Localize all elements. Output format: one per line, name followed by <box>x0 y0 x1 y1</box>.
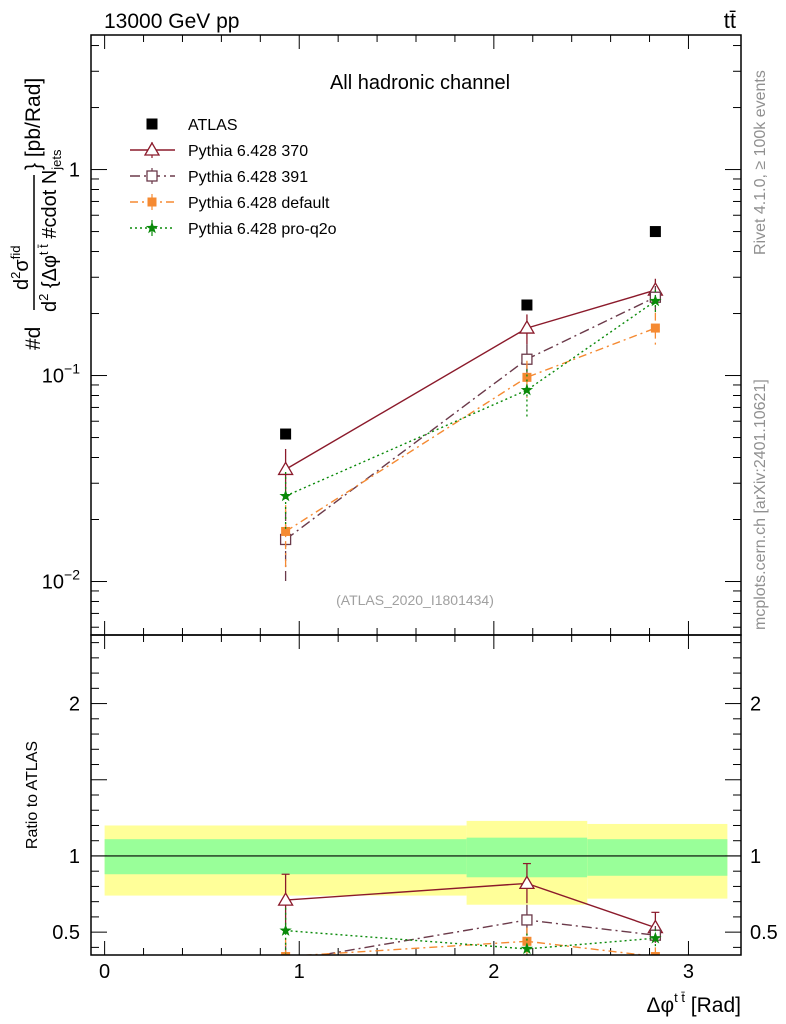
point-proq2o <box>279 489 292 502</box>
x-tick-label: 2 <box>488 961 499 983</box>
legend-label-p391: Pythia 6.428 391 <box>188 169 308 186</box>
main-y-tick-labels: 110−110−2 <box>42 160 80 594</box>
series-line-p370 <box>285 289 656 471</box>
legend-marker-p391 <box>146 170 158 182</box>
ylabel-num-exp: 2 <box>8 272 23 279</box>
ylabel-den-tail: #cdot N <box>39 170 61 244</box>
ratio-y-tick-label-right: 1 <box>750 846 761 868</box>
tick-base: 1 <box>69 160 80 182</box>
ratio-point-proq2o <box>279 924 292 936</box>
ratio-y-tick-label: 0.5 <box>52 922 80 944</box>
point-proq2o <box>649 294 662 307</box>
xlabel-sup: t t̄ <box>674 990 685 1005</box>
ratio-tick-labels: 0.5 0.5 1 1 2 2 0 1 2 3 <box>52 694 778 983</box>
ylabel-den-sup: t t̄ <box>36 244 51 255</box>
ylabel-num-sigma: σ <box>11 259 33 272</box>
ratio-point-p391 <box>521 914 533 926</box>
ratio-panel: 0.5 0.5 1 1 2 2 0 1 2 3 Ratio to ATLAS Δφt t̄ [Ra… <box>24 634 778 1017</box>
ratio-point-p391 <box>281 956 291 966</box>
point-proq2o <box>520 383 534 396</box>
legend-label-atlas: ATLAS <box>188 117 238 134</box>
mcplots-label: mcplots.cern.ch [arXiv:2401.10621] <box>752 379 769 630</box>
ylabel-den-sub: jets <box>49 149 64 171</box>
legend-label-proq2o: Pythia 6.428 pro-q2o <box>188 221 337 238</box>
ylabel-den-d: d <box>39 301 61 312</box>
legend-marker-proq2o <box>145 221 159 234</box>
ratio-point-p370 <box>518 875 536 890</box>
x-tick-label: 1 <box>294 961 305 983</box>
main-y-tick-label: 10−1 <box>42 361 80 388</box>
xlabel-base: Δφ <box>646 994 674 1017</box>
main-ticks <box>91 35 741 635</box>
ylabel-num-sub: fid <box>8 246 23 260</box>
ratio-y-axis-label: Ratio to ATLAS <box>24 741 41 849</box>
ratio-point-p370 <box>277 891 294 906</box>
main-title: All hadronic channel <box>330 72 510 94</box>
ratio-y-tick-label: 2 <box>69 694 80 716</box>
ratio-ticks <box>91 635 741 955</box>
ratio-y-tick-label: 1 <box>69 846 80 868</box>
ratio-y-tick-label-right: 2 <box>750 694 761 716</box>
ratio-bands <box>91 820 741 905</box>
x-tick-label: 3 <box>683 961 694 983</box>
ratio-point-default <box>522 936 532 946</box>
series-line-proq2o <box>285 300 656 497</box>
ylabel-num-d: d <box>11 279 33 290</box>
tick-exponent: −2 <box>64 567 80 583</box>
point-atlas <box>280 428 292 440</box>
ratio-point-proq2o <box>520 942 534 955</box>
point-p370 <box>518 319 536 334</box>
main-panel: All hadronic channel (ATLAS_2020_I180143… <box>8 34 742 636</box>
legend-marker-atlas <box>146 118 158 130</box>
series-line-p391 <box>285 296 656 541</box>
ratio-series <box>277 862 664 966</box>
x-axis-label: Δφt t̄ [Rad] <box>646 990 741 1017</box>
ratio-point-proq2o <box>649 931 662 944</box>
main-y-tick-label: 1 <box>69 160 80 182</box>
legend: ATLAS Pythia 6.428 370 Pythia 6.428 391 Pyt… <box>130 117 337 238</box>
legend-marker-default <box>147 197 157 207</box>
header-right: tt̄ <box>724 8 736 33</box>
ratio-frame <box>90 634 742 956</box>
legend-marker-p370 <box>143 141 161 156</box>
main-y-axis-label: #d d2σfid d2 {Δφt t̄ #cdot Njets } [pb/R… <box>8 78 64 350</box>
point-atlas <box>649 226 661 238</box>
tick-base: 10 <box>42 366 64 388</box>
tick-exponent: −1 <box>64 361 80 377</box>
main-y-tick-label: 10−2 <box>42 567 80 594</box>
uncertainty-band-inner <box>587 839 728 876</box>
ratio-y-tick-label-right: 0.5 <box>750 922 778 944</box>
rivet-label: Rivet 4.1.0, ≥ 100k events <box>752 70 769 255</box>
tick-base: 10 <box>42 572 64 594</box>
point-default <box>650 323 660 333</box>
x-tick-label: 0 <box>99 961 110 983</box>
analysis-label: (ATLAS_2020_I1801434) <box>336 592 494 608</box>
header-left: 13000 GeV pp <box>104 10 239 33</box>
legend-label-default: Pythia 6.428 default <box>188 195 330 212</box>
svg-text:d2 {Δφt t̄ #cdot Njets: d2 {Δφt t̄ #cdot Njets <box>36 149 64 312</box>
ratio-line-default <box>298 940 649 955</box>
point-atlas <box>521 299 533 311</box>
svg-text:#d: #d <box>22 327 45 350</box>
series-line-default <box>285 327 656 533</box>
ratio-point-default <box>650 952 660 955</box>
legend-label-p370: Pythia 6.428 370 <box>188 143 308 160</box>
ratio-point-default <box>281 952 291 955</box>
ylabel-hash: #d <box>22 327 45 350</box>
svg-text:d2σfid: d2σfid <box>8 246 33 290</box>
ylabel-unit: } [pb/Rad] <box>22 78 45 170</box>
main-series <box>277 226 664 582</box>
ylabel-den-exp: 2 <box>36 294 51 301</box>
point-default <box>281 526 291 536</box>
point-default <box>522 372 532 382</box>
xlabel-unit: [Rad] <box>685 994 741 1017</box>
ratio-line-proq2o <box>285 929 656 950</box>
uncertainty-band-inner <box>104 839 467 875</box>
ylabel-den-rest: {Δφ <box>39 255 61 294</box>
point-p370 <box>277 461 294 476</box>
